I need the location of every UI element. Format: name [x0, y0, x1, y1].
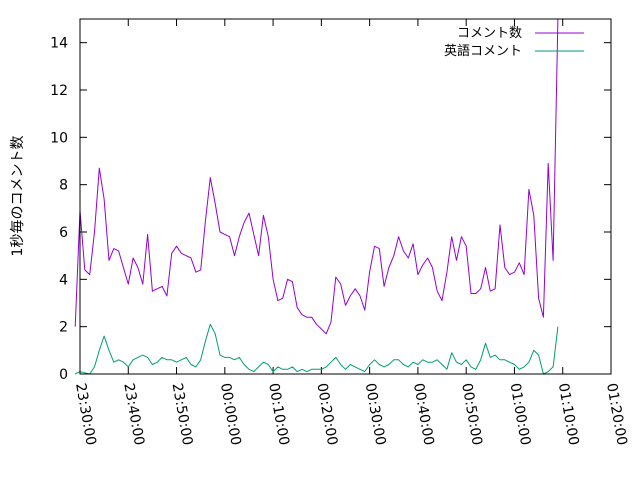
- y-tick-label: 2: [59, 320, 68, 336]
- y-tick-label: 6: [59, 225, 68, 241]
- x-tick-label: 00:00:00: [217, 382, 244, 447]
- y-tick-label: 10: [50, 130, 68, 146]
- series-line-2: [74, 323, 559, 375]
- x-tick-label: 00:30:00: [362, 382, 389, 447]
- y-tick-label: 12: [50, 83, 68, 99]
- x-tick-label: 00:40:00: [410, 382, 437, 447]
- x-tick-label: 23:40:00: [120, 382, 147, 447]
- y-axis-title: 1秒毎のコメント数: [10, 136, 26, 257]
- x-tick-label: 00:20:00: [313, 382, 340, 447]
- series-line-1: [74, 18, 559, 335]
- x-tick-label: 01:10:00: [555, 382, 582, 447]
- x-tick-label: 01:20:00: [603, 382, 630, 447]
- y-tick-label: 0: [59, 367, 68, 383]
- legend-label: 英語コメント: [444, 43, 522, 59]
- y-tick-label: 14: [50, 36, 68, 52]
- y-axis-ticks: 0 2 4 6 8 10 12 14: [50, 36, 611, 383]
- x-tick-label: 00:50:00: [458, 382, 485, 447]
- x-tick-label: 23:50:00: [169, 382, 196, 447]
- x-tick-label: 01:00:00: [507, 382, 534, 447]
- x-tick-label: 23:30:00: [72, 382, 99, 447]
- legend-label: コメント数: [457, 26, 522, 41]
- y-tick-label: 4: [59, 272, 68, 288]
- x-tick-label: 00:10:00: [265, 382, 292, 447]
- y-tick-label: 8: [59, 178, 68, 194]
- plot-frame: [79, 18, 612, 375]
- series-layer: [74, 18, 559, 375]
